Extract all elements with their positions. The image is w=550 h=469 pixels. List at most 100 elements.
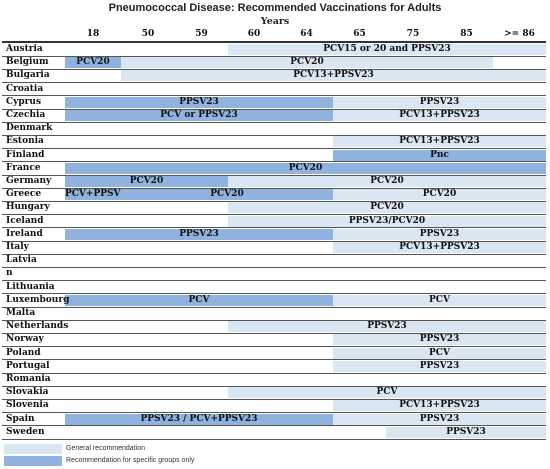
- specific-recommendation-bar: PPSV23: [65, 228, 333, 240]
- country-label: Romania: [6, 374, 51, 384]
- specific-recommendation-bar: PCV20: [65, 57, 121, 69]
- age-column-header: 85: [460, 29, 473, 39]
- years-header: Years: [260, 16, 290, 27]
- country-label: Malta: [6, 308, 36, 318]
- country-label: Spain: [6, 413, 35, 424]
- row-divider: [2, 412, 546, 414]
- row-divider: [2, 187, 546, 189]
- row-divider: [2, 161, 546, 163]
- general-recommendation-bar: PCV15 or 20 and PPSV23: [228, 44, 546, 55]
- table-row: PCV Poland: [0, 347, 550, 360]
- general-recommendation-bar: PCV13+PPSV23: [333, 242, 546, 253]
- specific-recommendation-bar: PPSV23 / PCV+PPSV23: [65, 413, 333, 425]
- table-row: PPSV23 Sweden: [0, 426, 550, 439]
- country-label: Sweden: [6, 426, 45, 437]
- general-recommendation-bar: PPSV23: [228, 321, 546, 333]
- country-label: Hungary: [6, 202, 50, 213]
- country-label: Finland: [6, 149, 45, 160]
- country-label: Portugal: [6, 360, 50, 371]
- general-recommendation-bar: PCV13+PPSV23: [333, 110, 546, 121]
- country-label: Greece: [6, 189, 42, 200]
- table-row: Pnc Finland: [0, 149, 550, 162]
- country-label: n: [6, 268, 13, 279]
- general-recommendation-bar: PPSV23/PCV20: [228, 215, 546, 227]
- row-divider: [2, 253, 546, 255]
- general-recommendation-bar: PPSV23: [333, 96, 546, 108]
- row-divider: [2, 372, 546, 374]
- table-row: PPSV23 PPSV23 Cyprus: [0, 96, 550, 109]
- specific-recommendation-bar: PCV: [65, 294, 333, 306]
- age-column-header: 18: [86, 29, 100, 39]
- age-column-header: 50: [141, 29, 155, 39]
- table-row: n: [0, 267, 550, 280]
- country-label: Luxembourg: [6, 294, 70, 305]
- country-label: Latvia: [6, 255, 37, 266]
- legend-swatch-general: [4, 444, 62, 454]
- country-label: Italy: [6, 242, 29, 252]
- table-row: PCV13+PPSV23 Slovenia: [0, 399, 550, 412]
- table-row: PPSV23 Norway: [0, 333, 550, 346]
- row-divider: [2, 121, 546, 123]
- country-label: Belgium: [6, 57, 49, 68]
- specific-recommendation-bar: PCV20: [65, 176, 228, 187]
- specific-recommendation-bar: PCV20: [65, 162, 546, 174]
- country-label: Croatia: [6, 83, 44, 94]
- country-label: Netherlands: [6, 321, 69, 332]
- general-recommendation-bar: PPSV23: [333, 360, 546, 372]
- table-row: PCV13+PPSV23 Italy: [0, 241, 550, 254]
- general-recommendation-bar: PCV13+PPSV23: [121, 70, 546, 82]
- row-divider: [2, 240, 546, 242]
- table-row: PCV20 PCV20 Belgium: [0, 56, 550, 69]
- legend-label-specific: Recommendation for specific groups only: [66, 457, 195, 464]
- age-column-header: >= 86: [504, 29, 535, 39]
- general-recommendation-bar: PCV20: [228, 202, 546, 214]
- row-divider: [2, 68, 546, 70]
- country-label: Slovenia: [6, 400, 49, 411]
- specific-recommendation-bar: PCV or PPSV23: [65, 110, 333, 121]
- table-row: PPSV23 PPSV23 Ireland: [0, 228, 550, 241]
- age-column-header: 59: [195, 29, 208, 39]
- row-divider: [2, 266, 546, 268]
- table-row: PPSV23 Netherlands: [0, 320, 550, 333]
- page-title: Pneumococcal Disease: Recommended Vaccin…: [108, 2, 442, 14]
- table-row: Lithuania: [0, 281, 550, 294]
- row-divider: [2, 108, 546, 110]
- table-row: PCV or PPSV23 PCV13+PPSV23 Czechia: [0, 109, 550, 122]
- age-column-header: 64: [300, 29, 313, 39]
- table-row: PCV20 Hungary: [0, 201, 550, 214]
- general-recommendation-bar: PCV: [228, 387, 546, 399]
- country-label: Poland: [6, 347, 41, 358]
- row-divider: [2, 148, 546, 150]
- row-divider: [2, 174, 546, 176]
- row-divider: [2, 227, 546, 229]
- general-recommendation-bar: PCV: [333, 294, 546, 306]
- table-row: PCV PCV Luxembourg: [0, 294, 550, 307]
- general-recommendation-bar: PPSV23: [333, 413, 546, 425]
- row-divider: [2, 438, 546, 440]
- row-divider: [2, 319, 546, 321]
- row-divider: [2, 425, 546, 427]
- table-row: PCV+PPSV23PCV20PCV20Greece: [0, 188, 550, 201]
- row-divider: [2, 200, 546, 202]
- age-column-header: 75: [406, 29, 420, 39]
- table-row: PCV20 France: [0, 162, 550, 175]
- country-label: Austria: [6, 44, 43, 54]
- table-row: PCV13+PPSV23 Bulgaria: [0, 69, 550, 82]
- table-row: PPSV23 / PCV+PPSV23 PPSV23 Spain: [0, 413, 550, 426]
- row-divider: [2, 346, 546, 348]
- country-label: Bulgaria: [6, 70, 50, 81]
- row-divider: [2, 214, 546, 216]
- table-row: PCV13+PPSV23 Estonia: [0, 135, 550, 148]
- age-column-header: 65: [353, 29, 366, 39]
- specific-recommendation-bar: PCV+PPSV23: [65, 189, 121, 201]
- table-row: Denmark: [0, 122, 550, 135]
- table-row: PPSV23 Portugal: [0, 360, 550, 373]
- country-label: Lithuania: [6, 281, 55, 292]
- table-row: PPSV23/PCV20 Iceland: [0, 215, 550, 228]
- row-divider: [2, 55, 546, 57]
- country-label: Slovakia: [6, 387, 49, 398]
- general-recommendation-bar: PCV13+PPSV23: [333, 400, 546, 412]
- table-row: Latvia: [0, 254, 550, 267]
- row-divider: [2, 293, 546, 295]
- table-row: Croatia: [0, 83, 550, 96]
